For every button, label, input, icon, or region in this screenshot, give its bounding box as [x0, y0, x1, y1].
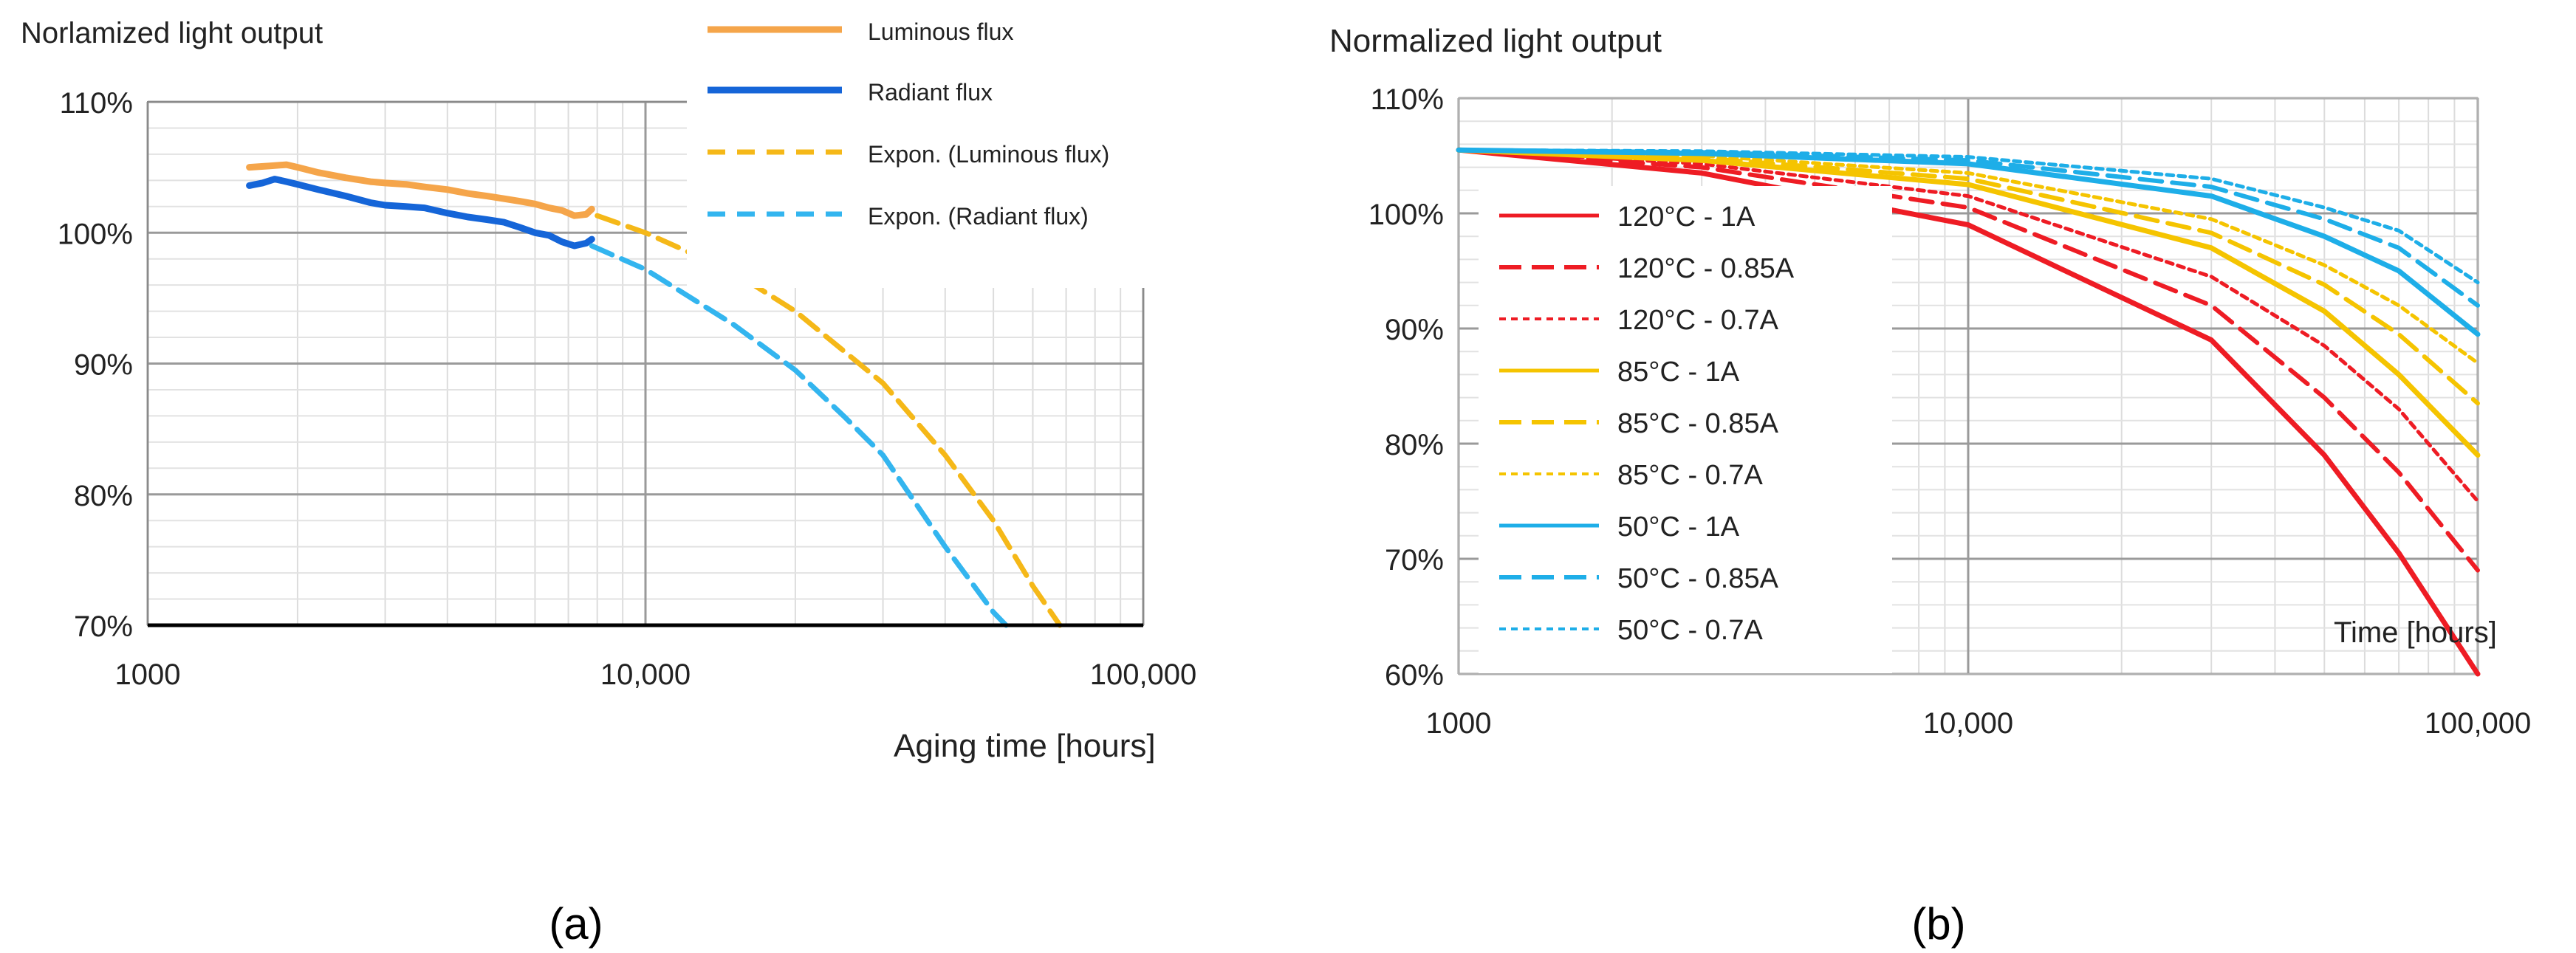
series-line	[595, 213, 1063, 628]
series-line	[246, 161, 595, 219]
y-tick-label: 90%	[1385, 314, 1444, 346]
y-tick-label: 100%	[58, 218, 133, 250]
legend-item: Luminous flux	[708, 18, 1013, 45]
legend-label: 85°C - 1A	[1617, 357, 1740, 388]
series-line	[1456, 148, 2480, 406]
legend-label: 85°C - 0.85A	[1617, 408, 1779, 439]
series-line	[1456, 148, 2480, 503]
legend-item: 85°C - 1A	[1499, 357, 1740, 388]
legend-label: 50°C - 0.85A	[1617, 563, 1779, 594]
series-line	[1456, 147, 2481, 458]
y-tick-label: 60%	[1385, 659, 1444, 692]
legend-label: 50°C - 0.7A	[1617, 615, 1764, 646]
legend-item: 85°C - 0.7A	[1499, 460, 1764, 491]
legend-label: 120°C - 1A	[1617, 202, 1755, 233]
x-tick-label: 100,000	[1090, 658, 1197, 691]
legend-label: 50°C - 1A	[1617, 512, 1740, 543]
legend-label-radiant-flux: Radiant flux	[868, 79, 993, 106]
x-tick-label: 10,000	[1923, 707, 2013, 740]
panel-a-x-label: Aging time [hours]	[894, 728, 1156, 764]
panel-a-legend: Luminous flux Radiant flux Expon. (Lumin…	[687, 0, 1226, 288]
legend-item: 50°C - 1A	[1499, 512, 1740, 543]
panel-b-x-ticks: 1000 10,000 100,000	[1426, 707, 2532, 740]
y-tick-label: 80%	[74, 480, 133, 512]
y-tick-label: 110%	[60, 87, 133, 120]
panel-b-series	[1456, 147, 2481, 677]
x-tick-label: 100,000	[2425, 707, 2532, 740]
x-tick-label: 1000	[1426, 707, 1492, 740]
legend-item: 120°C - 1A	[1499, 202, 1755, 233]
y-tick-label: 70%	[1385, 544, 1444, 577]
legend-item: Expon. (Luminous flux)	[708, 141, 1109, 168]
series-line	[246, 176, 595, 250]
legend-item: 50°C - 0.7A	[1499, 615, 1764, 646]
legend-label-expon-luminous: Expon. (Luminous flux)	[868, 141, 1109, 168]
panel-a-series	[246, 161, 1063, 628]
legend-label: 85°C - 0.7A	[1617, 460, 1764, 491]
y-tick-label: 110%	[1371, 83, 1444, 116]
panel-a-label: (a)	[549, 899, 603, 949]
legend-item: 85°C - 0.85A	[1499, 408, 1779, 439]
panel-a-y-ticks: 70% 80% 90% 100% 110%	[58, 87, 133, 643]
x-tick-label: 10,000	[600, 658, 691, 691]
panel-b-legend: 120°C - 1A 120°C - 0.85A 120°C - 0.7A 85…	[1479, 186, 1892, 673]
legend-label: 120°C - 0.7A	[1617, 305, 1779, 336]
y-tick-label: 70%	[74, 610, 133, 643]
legend-item: 120°C - 0.85A	[1499, 253, 1795, 284]
panel-b-plot-frame	[1458, 97, 2479, 675]
x-tick-label: 1000	[115, 658, 181, 691]
legend-label-luminous-flux: Luminous flux	[868, 18, 1013, 45]
panel-b-label: (b)	[1911, 899, 1965, 949]
panel-b-y-ticks: 60% 70% 80% 90% 100% 110%	[1368, 83, 1444, 692]
y-tick-label: 100%	[1368, 199, 1444, 231]
series-line	[1456, 148, 2480, 573]
panel-b-title: Normalized light output	[1329, 23, 1662, 59]
y-tick-label: 90%	[74, 349, 133, 382]
legend-item: Expon. (Radiant flux)	[708, 203, 1089, 230]
legend-label-expon-radiant: Expon. (Radiant flux)	[868, 203, 1089, 230]
legend-item: Radiant flux	[708, 79, 993, 106]
series-line	[589, 243, 1009, 628]
legend-label: 120°C - 0.85A	[1617, 253, 1795, 284]
panel-a-x-ticks: 1000 10,000 100,000	[115, 658, 1197, 691]
panel-b-x-label: Time [hours]	[2334, 616, 2497, 649]
legend-item: 120°C - 0.7A	[1499, 305, 1779, 336]
legend-item: 50°C - 0.85A	[1499, 563, 1779, 594]
series-line	[1456, 148, 2480, 285]
y-tick-label: 80%	[1385, 429, 1444, 461]
panel-a-chart: 70% 80% 90% 100% 110% 1000 10,000 100,000 Norl…	[21, 0, 1226, 949]
panel-b-chart: 60% 70% 80% 90% 100% 110% 1000 10,000 100,000 N…	[1329, 23, 2531, 949]
series-line	[1456, 147, 2481, 677]
panel-a-title: Norlamized light output	[21, 17, 323, 49]
